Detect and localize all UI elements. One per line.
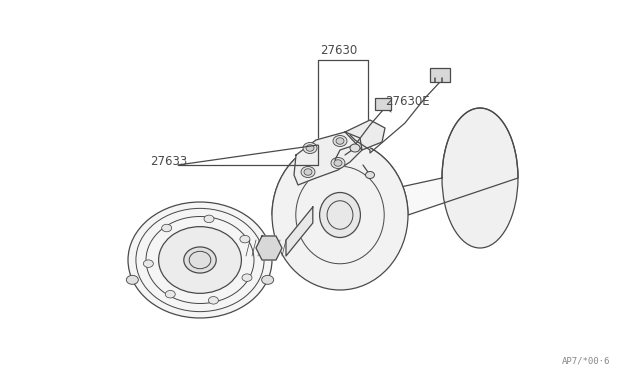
Text: 27630: 27630 (320, 44, 357, 57)
Ellipse shape (336, 138, 344, 144)
Ellipse shape (272, 140, 408, 290)
Polygon shape (272, 108, 518, 215)
Ellipse shape (331, 157, 345, 169)
Ellipse shape (259, 238, 268, 247)
Ellipse shape (262, 275, 274, 284)
Polygon shape (345, 120, 385, 150)
Ellipse shape (204, 215, 214, 222)
Ellipse shape (334, 160, 342, 166)
Ellipse shape (303, 142, 317, 154)
Ellipse shape (128, 202, 272, 318)
Text: AP7/*00·6: AP7/*00·6 (562, 356, 610, 365)
Ellipse shape (350, 144, 360, 152)
Ellipse shape (143, 260, 154, 267)
Text: 27630E: 27630E (385, 95, 429, 108)
Ellipse shape (184, 247, 216, 273)
Polygon shape (286, 207, 313, 256)
Ellipse shape (126, 275, 138, 284)
Ellipse shape (365, 171, 374, 179)
Ellipse shape (159, 227, 241, 294)
FancyBboxPatch shape (375, 98, 391, 110)
Ellipse shape (301, 167, 315, 177)
Ellipse shape (306, 145, 314, 151)
Ellipse shape (165, 291, 175, 298)
Ellipse shape (162, 224, 172, 232)
Ellipse shape (319, 192, 360, 237)
Ellipse shape (333, 135, 347, 147)
Ellipse shape (242, 274, 252, 281)
FancyBboxPatch shape (430, 68, 450, 82)
Text: 27633: 27633 (150, 155, 188, 168)
Ellipse shape (442, 108, 518, 248)
Polygon shape (294, 132, 362, 185)
Ellipse shape (209, 296, 218, 304)
Polygon shape (256, 236, 282, 260)
Ellipse shape (240, 235, 250, 243)
Ellipse shape (304, 169, 312, 175)
